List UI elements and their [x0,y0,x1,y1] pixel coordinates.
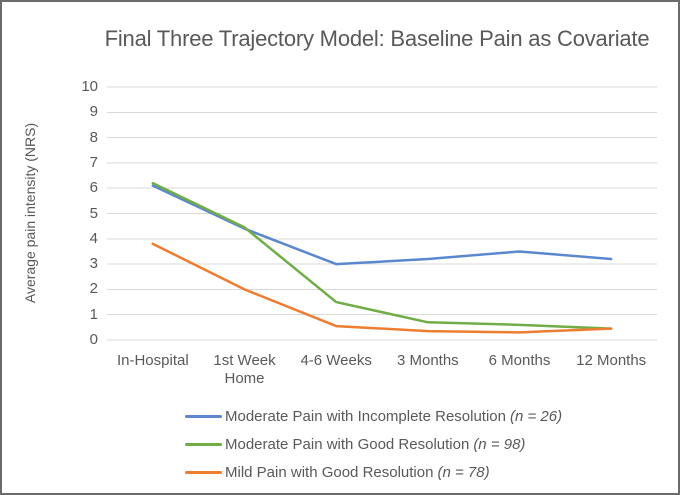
x-axis-tick-label: 3 Months [396,352,459,369]
series-line-2 [151,242,613,334]
legend-item: Mild Pain with Good Resolution (n = 78) [185,462,562,483]
legend-series-name: Mild Pain with Good Resolution [225,464,434,481]
plot-area [107,86,657,341]
x-axis-tick-label: 1st Week Home [213,352,276,387]
y-axis-tick-label: 6 [89,179,98,197]
legend-series-name: Moderate Pain with Incomplete Resolution [225,408,506,425]
legend-n-count: (n = 78) [437,464,490,481]
y-axis-tick-label: 10 [81,78,98,95]
legend-item: Moderate Pain with Good Resolution (n = 9… [185,434,562,455]
legend-label: Moderate Pain with Incomplete Resolution… [225,408,562,425]
x-axis-tick-label: 6 Months [488,352,551,369]
y-axis-tick-label: 5 [89,204,98,222]
legend-series-name: Moderate Pain with Good Resolution [225,436,470,453]
x-axis-tick-label: 4-6 Weeks [300,352,372,369]
legend-item: Moderate Pain with Incomplete Resolution… [185,406,562,427]
chart-title: Final Three Trajectory Model: Baseline P… [104,26,650,51]
y-axis-tick-label: 2 [89,280,98,298]
y-axis-tick-label: 3 [89,255,98,273]
x-axis-tick-label: In-Hospital [116,352,189,369]
series-line-0 [151,184,613,266]
y-axis-tick-label: 7 [89,153,98,171]
y-axis-tick-label: 8 [89,128,98,146]
legend-line-swatch-blue [185,415,222,418]
x-axis-tick-label: 12 Months [576,352,647,369]
legend-n-count: (n = 98) [473,436,526,453]
legend-label: Mild Pain with Good Resolution (n = 78) [225,464,490,481]
legend-label: Moderate Pain with Good Resolution (n = 9… [225,436,525,453]
legend-n-count: (n = 26) [510,408,563,425]
legend-line-swatch-green [185,443,222,446]
y-axis-title: Average pain intensity (NRS) [22,122,38,304]
legend: Moderate Pain with Incomplete Resolution… [185,406,562,483]
y-axis-tick-label: 1 [89,305,98,323]
legend-line-swatch-orange [185,471,222,474]
series-line-1 [151,181,613,330]
y-axis-tick-label: 0 [89,331,98,348]
y-axis-tick-label: 4 [89,229,98,247]
y-axis-tick-label: 9 [89,103,98,121]
